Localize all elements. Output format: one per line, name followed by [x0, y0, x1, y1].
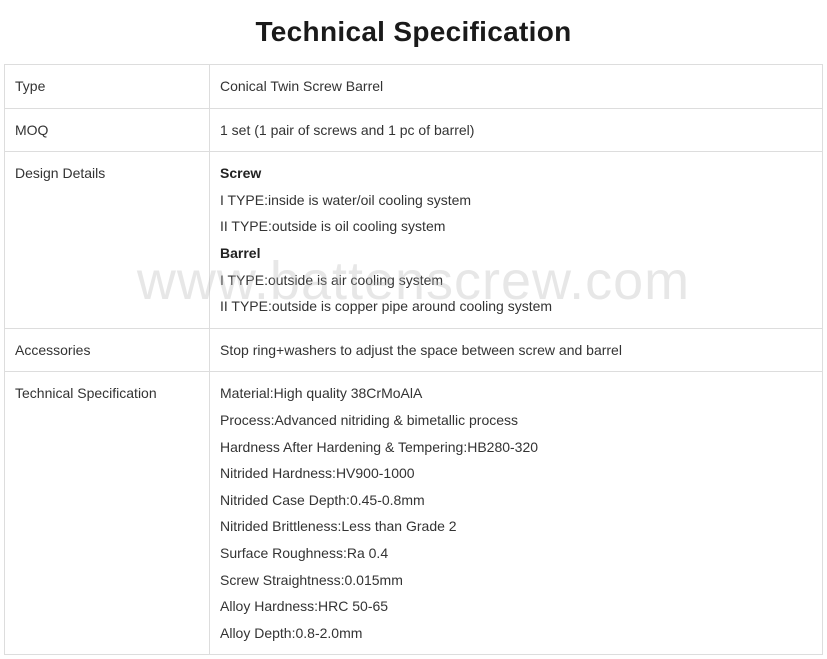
table-row: Technical Specification Material:High qu…	[5, 372, 823, 655]
row-value: Screw I TYPE:inside is water/oil cooling…	[210, 152, 823, 329]
row-value: Material:High quality 38CrMoAlA Process:…	[210, 372, 823, 655]
detail-line: II TYPE:outside is copper pipe around co…	[220, 293, 812, 320]
detail-line: Process:Advanced nitriding & bimetallic …	[220, 407, 812, 434]
spec-table: Type Conical Twin Screw Barrel MOQ 1 set…	[4, 64, 823, 655]
detail-line: Alloy Depth:0.8-2.0mm	[220, 620, 812, 647]
spec-tbody: Type Conical Twin Screw Barrel MOQ 1 set…	[5, 65, 823, 655]
row-value: 1 set (1 pair of screws and 1 pc of barr…	[210, 108, 823, 152]
table-row: Accessories Stop ring+washers to adjust …	[5, 328, 823, 372]
spec-container: Technical Specification Type Conical Twi…	[0, 0, 827, 659]
row-label: Technical Specification	[5, 372, 210, 655]
row-label: Accessories	[5, 328, 210, 372]
detail-line: Screw Straightness:0.015mm	[220, 567, 812, 594]
detail-line: I TYPE:inside is water/oil cooling syste…	[220, 187, 812, 214]
row-label: Design Details	[5, 152, 210, 329]
detail-line: Hardness After Hardening & Tempering:HB2…	[220, 434, 812, 461]
row-label: MOQ	[5, 108, 210, 152]
page-title: Technical Specification	[4, 4, 823, 64]
detail-line: II TYPE:outside is oil cooling system	[220, 213, 812, 240]
table-row: Design Details Screw I TYPE:inside is wa…	[5, 152, 823, 329]
table-row: MOQ 1 set (1 pair of screws and 1 pc of …	[5, 108, 823, 152]
detail-line: Surface Roughness:Ra 0.4	[220, 540, 812, 567]
detail-line: Alloy Hardness:HRC 50-65	[220, 593, 812, 620]
row-label: Type	[5, 65, 210, 109]
detail-line: Nitrided Case Depth:0.45-0.8mm	[220, 487, 812, 514]
detail-line: I TYPE:outside is air cooling system	[220, 267, 812, 294]
detail-line: Material:High quality 38CrMoAlA	[220, 380, 812, 407]
row-value: Stop ring+washers to adjust the space be…	[210, 328, 823, 372]
detail-heading: Screw	[220, 160, 812, 187]
row-value: Conical Twin Screw Barrel	[210, 65, 823, 109]
detail-line: Nitrided Brittleness:Less than Grade 2	[220, 513, 812, 540]
detail-heading: Barrel	[220, 240, 812, 267]
table-row: Type Conical Twin Screw Barrel	[5, 65, 823, 109]
detail-line: Nitrided Hardness:HV900-1000	[220, 460, 812, 487]
